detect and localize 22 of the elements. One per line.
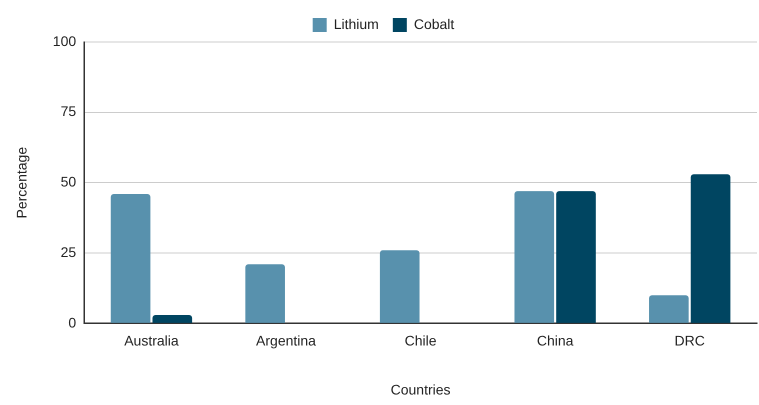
bar: [649, 295, 689, 323]
y-tick-label: 0: [68, 314, 76, 330]
x-axis-title: Countries: [390, 381, 451, 398]
bar: [556, 191, 596, 323]
y-axis-title: Percentage: [13, 146, 30, 219]
legend-label: Lithium: [334, 16, 379, 32]
x-tick-label: China: [536, 332, 574, 349]
y-tick-label: 50: [60, 174, 76, 190]
x-tick-label: Chile: [404, 332, 437, 349]
bar: [380, 250, 420, 323]
bar: [152, 314, 192, 323]
y-tick-label: 100: [52, 32, 76, 49]
x-tick-label: Australia: [124, 332, 179, 349]
legend-label: Cobalt: [414, 16, 454, 32]
x-tick-label: DRC: [674, 332, 705, 349]
bar: [514, 191, 554, 323]
bar: [690, 174, 730, 323]
y-tick-label: 25: [60, 244, 76, 260]
bar: [110, 194, 150, 323]
x-tick-label: Argentina: [256, 332, 316, 349]
bar: [245, 264, 285, 323]
y-tick-label: 75: [60, 103, 76, 120]
